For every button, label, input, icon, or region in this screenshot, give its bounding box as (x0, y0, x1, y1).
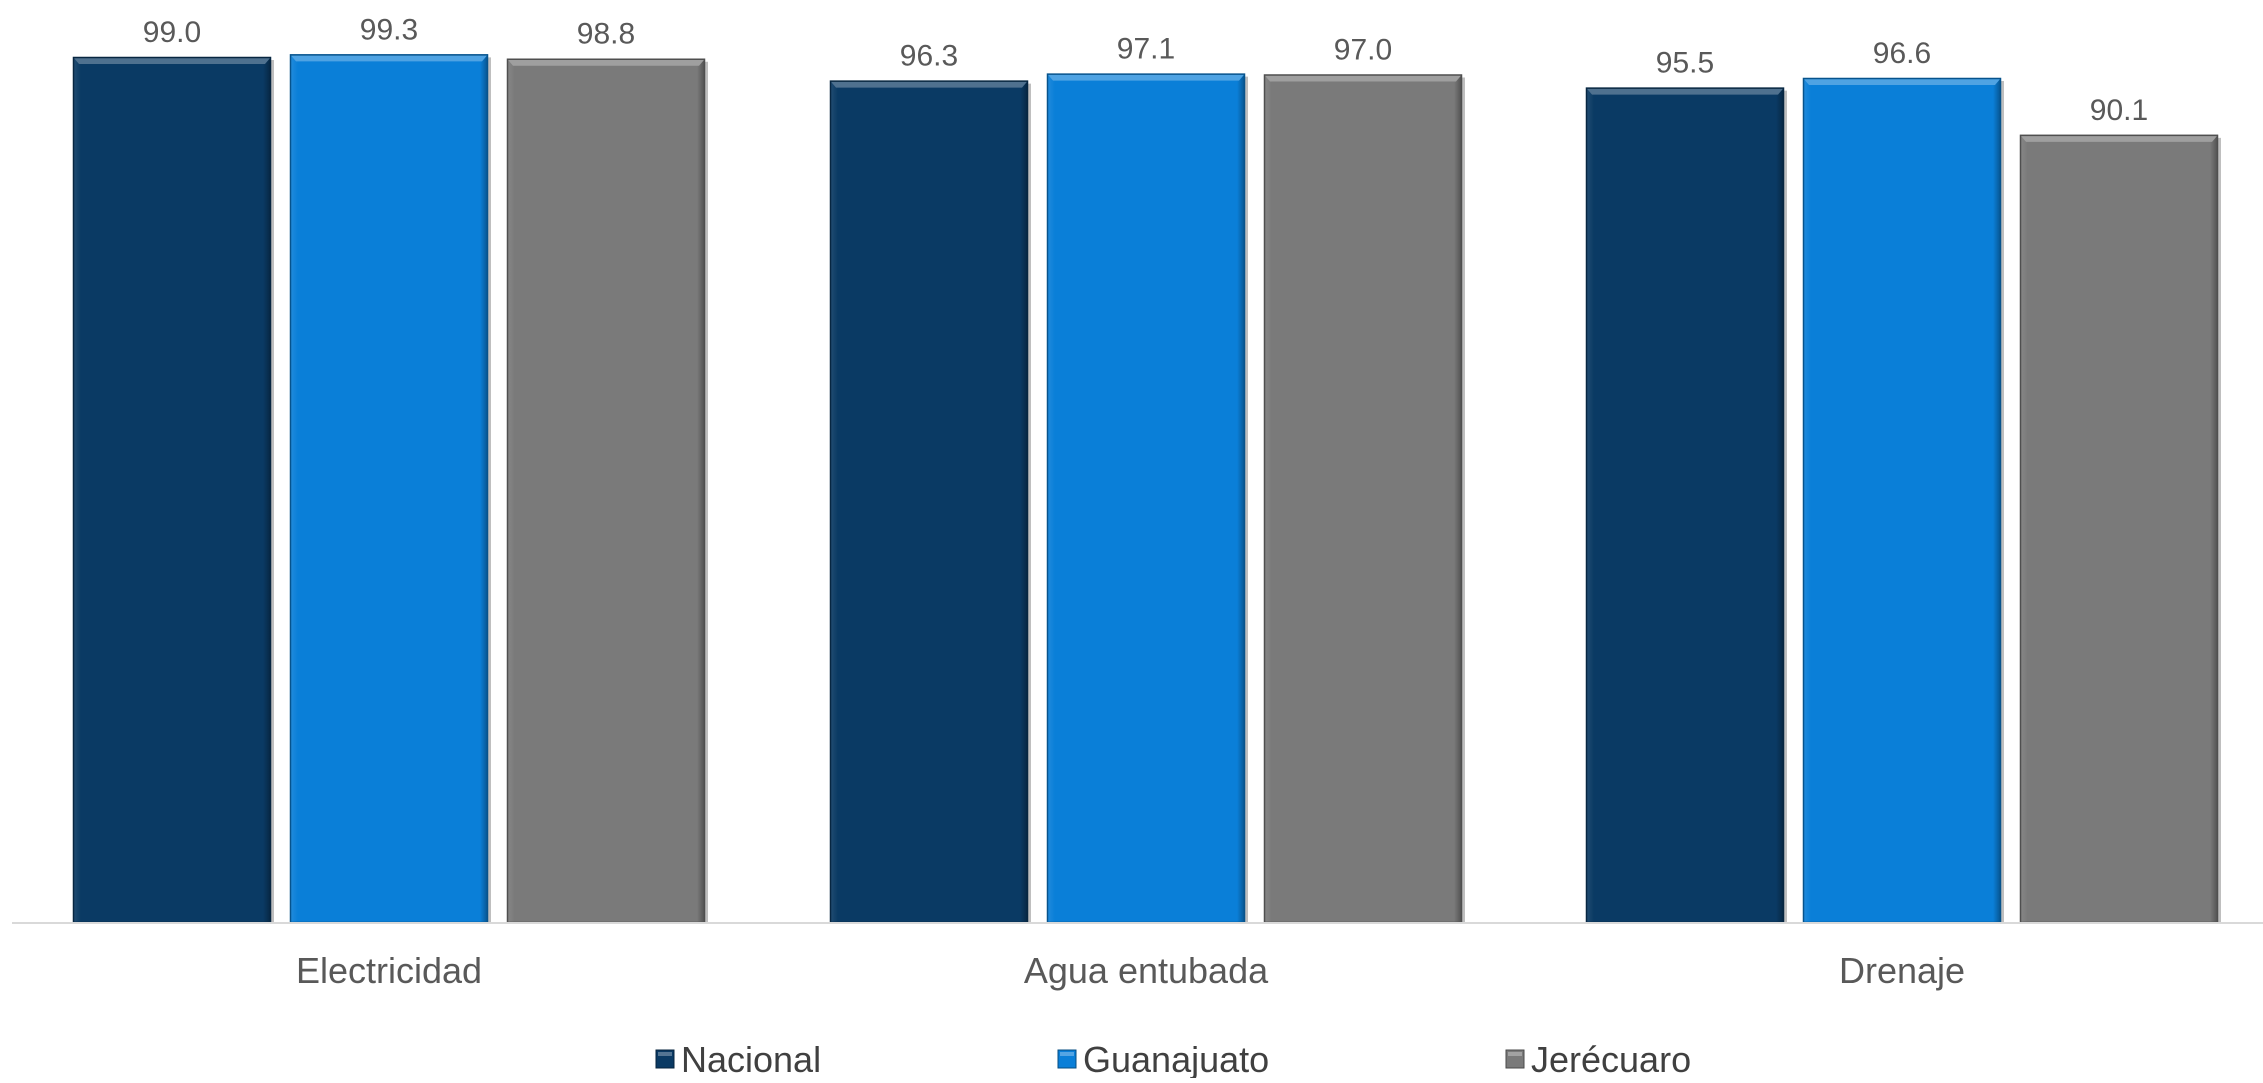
bar-top-bevel (507, 58, 705, 66)
bar-bevel (830, 80, 1028, 924)
category-label: Drenaje (1839, 950, 1965, 991)
bar-bevel (73, 57, 271, 923)
data-label: 97.0 (1334, 33, 1392, 66)
data-label: 96.6 (1873, 37, 1931, 70)
bar (72, 56, 274, 924)
bar-bevel (507, 58, 705, 923)
bar-bevel (290, 54, 488, 924)
legend-swatch-highlight (1060, 1052, 1074, 1056)
data-label: 95.5 (1656, 47, 1714, 80)
labels-layer: 99.0 99.3 98.8 Electricidad 96.3 97.1 97.0 Agua… (143, 13, 2148, 991)
bar-bevel (1586, 87, 1784, 924)
data-label: 99.3 (360, 13, 418, 46)
bar (1802, 77, 2004, 924)
data-label: 90.1 (2090, 94, 2148, 127)
legend-label: Guanajuato (1083, 1039, 1269, 1078)
bar (506, 58, 708, 924)
bar-bevel (1264, 74, 1462, 924)
category-label: Electricidad (296, 950, 482, 991)
bar (289, 54, 491, 924)
legend-label: Nacional (681, 1039, 821, 1078)
bar-top-bevel (1586, 87, 1784, 95)
bar-top-bevel (1047, 73, 1245, 81)
bar-top-bevel (73, 57, 271, 64)
bar (1585, 87, 1787, 924)
legend-label: Jerécuaro (1531, 1039, 1691, 1078)
legend-swatch-highlight (1508, 1052, 1522, 1056)
bar-bevel (1047, 73, 1245, 924)
bar (1046, 73, 1248, 924)
bar-top-bevel (2020, 134, 2218, 142)
bar-top-bevel (290, 54, 488, 62)
legend-item: Nacional (655, 1039, 821, 1080)
data-label: 98.8 (577, 18, 635, 51)
bars-layer (72, 54, 2221, 924)
bar (2019, 134, 2221, 924)
bar-top-bevel (1803, 77, 2001, 85)
bar-bevel (1803, 77, 2001, 923)
data-label: 96.3 (900, 40, 958, 73)
data-label: 99.0 (143, 16, 201, 49)
bar-top-bevel (1264, 74, 1462, 82)
legend-item: Jerécuaro (1505, 1039, 1691, 1080)
bar-top-bevel (830, 80, 1028, 88)
bar-bevel (2020, 134, 2218, 923)
bar (1263, 74, 1465, 924)
category-label: Agua entubada (1024, 950, 1269, 991)
bar (829, 80, 1031, 924)
legend-swatch-highlight (658, 1052, 672, 1056)
legend-item: Guanajuato (1057, 1039, 1269, 1080)
legend: Nacional Guanajuato Jerécuaro (655, 1039, 1691, 1080)
data-label: 97.1 (1117, 33, 1175, 66)
